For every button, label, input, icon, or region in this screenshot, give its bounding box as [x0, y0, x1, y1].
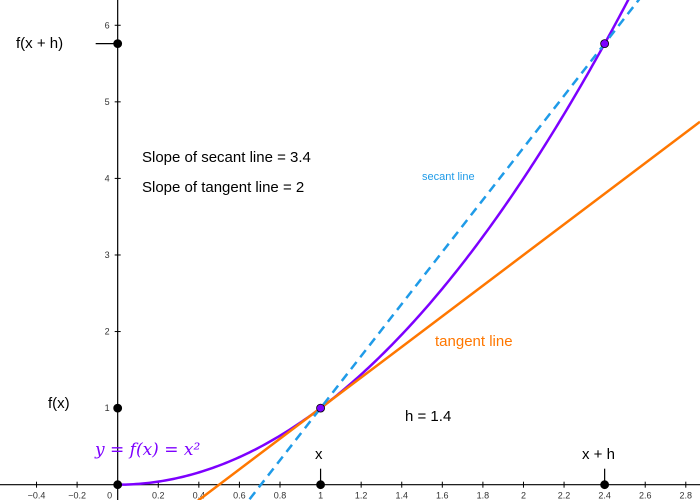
graph-point: [316, 480, 325, 490]
y-tick-label: 1: [105, 403, 110, 413]
graph-point: [600, 480, 610, 490]
graph-point: [113, 480, 123, 490]
tangent-slope-text: Slope of tangent line = 2: [142, 179, 304, 196]
x-tick-label: 1.8: [477, 491, 490, 500]
x-plus-h-point-label: x + h: [582, 446, 615, 463]
x-tick-label: 0.4: [193, 491, 206, 500]
x-tick-label: 1.4: [395, 491, 408, 500]
x-tick-label: 2.4: [598, 491, 611, 500]
fx-label: f(x): [48, 395, 70, 412]
function-curve: [117, 0, 630, 486]
function-label: y = f(x) = x²: [94, 440, 200, 460]
points-layer: [113, 39, 610, 490]
y-tick-label: 5: [105, 97, 110, 107]
x-tick-label: 0: [107, 491, 112, 500]
y-tick-label: 3: [105, 250, 110, 260]
tangent-line: [196, 120, 700, 500]
x-tick-label: 0.8: [274, 491, 287, 500]
y-tick-label: 4: [105, 173, 110, 183]
tangent-line-label: tangent line: [435, 333, 513, 350]
x-tick-label: −0.2: [68, 491, 86, 500]
x-tick-label: 1.2: [355, 491, 368, 500]
secant-slope-text: Slope of secant line = 3.4: [142, 149, 311, 166]
y-tick-label: 2: [105, 327, 110, 337]
x-point-label: x: [315, 446, 323, 463]
x-tick-label: 2: [521, 491, 526, 500]
graph-point: [600, 39, 610, 49]
h-value-text: h = 1.4: [405, 408, 451, 425]
x-tick-label: 2.8: [680, 491, 693, 500]
y-tick-label: 6: [105, 20, 110, 30]
graph-point: [316, 403, 325, 413]
secant-line-label: secant line: [422, 171, 475, 183]
annotations-layer: f(x + h) f(x) x x + h Slope of secant li…: [16, 35, 615, 463]
secant-line: [248, 0, 641, 500]
x-tick-label: 2.2: [558, 491, 571, 500]
series-layer: [117, 0, 700, 500]
x-tick-label: −0.4: [28, 491, 46, 500]
x-tick-label: 0.6: [233, 491, 246, 500]
x-tick-label: 2.6: [639, 491, 652, 500]
graph-point: [113, 403, 123, 413]
graph-point: [113, 39, 123, 49]
x-tick-label: 1: [318, 491, 323, 500]
x-tick-label: 0.2: [152, 491, 165, 500]
x-tick-label: 1.6: [436, 491, 449, 500]
fx-plus-h-label: f(x + h): [16, 35, 63, 52]
